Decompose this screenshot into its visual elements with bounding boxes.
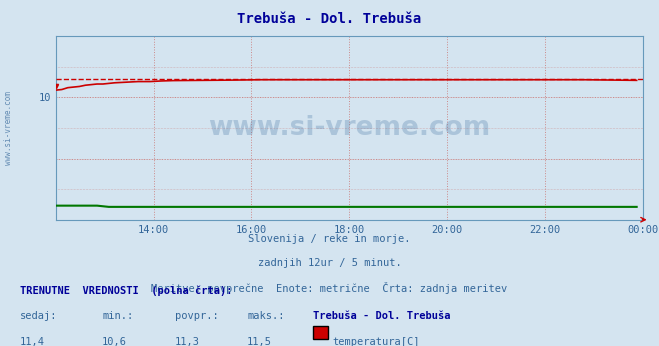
Text: www.si-vreme.com: www.si-vreme.com — [208, 115, 490, 141]
Text: 11,5: 11,5 — [247, 337, 272, 346]
Text: Trebuša - Dol. Trebuša: Trebuša - Dol. Trebuša — [313, 311, 451, 321]
Text: 11,3: 11,3 — [175, 337, 200, 346]
Text: www.si-vreme.com: www.si-vreme.com — [4, 91, 13, 165]
Text: povpr.:: povpr.: — [175, 311, 218, 321]
Text: maks.:: maks.: — [247, 311, 285, 321]
Text: temperatura[C]: temperatura[C] — [333, 337, 420, 346]
Text: 11,4: 11,4 — [20, 337, 45, 346]
Text: TRENUTNE  VREDNOSTI  (polna črta):: TRENUTNE VREDNOSTI (polna črta): — [20, 285, 232, 296]
Text: Meritve: povprečne  Enote: metrične  Črta: zadnja meritev: Meritve: povprečne Enote: metrične Črta:… — [152, 282, 507, 294]
Text: zadnjih 12ur / 5 minut.: zadnjih 12ur / 5 minut. — [258, 258, 401, 268]
Text: Slovenija / reke in morje.: Slovenija / reke in morje. — [248, 234, 411, 244]
Text: min.:: min.: — [102, 311, 133, 321]
Text: 10,6: 10,6 — [102, 337, 127, 346]
Text: sedaj:: sedaj: — [20, 311, 57, 321]
Text: Trebuša - Dol. Trebuša: Trebuša - Dol. Trebuša — [237, 12, 422, 26]
